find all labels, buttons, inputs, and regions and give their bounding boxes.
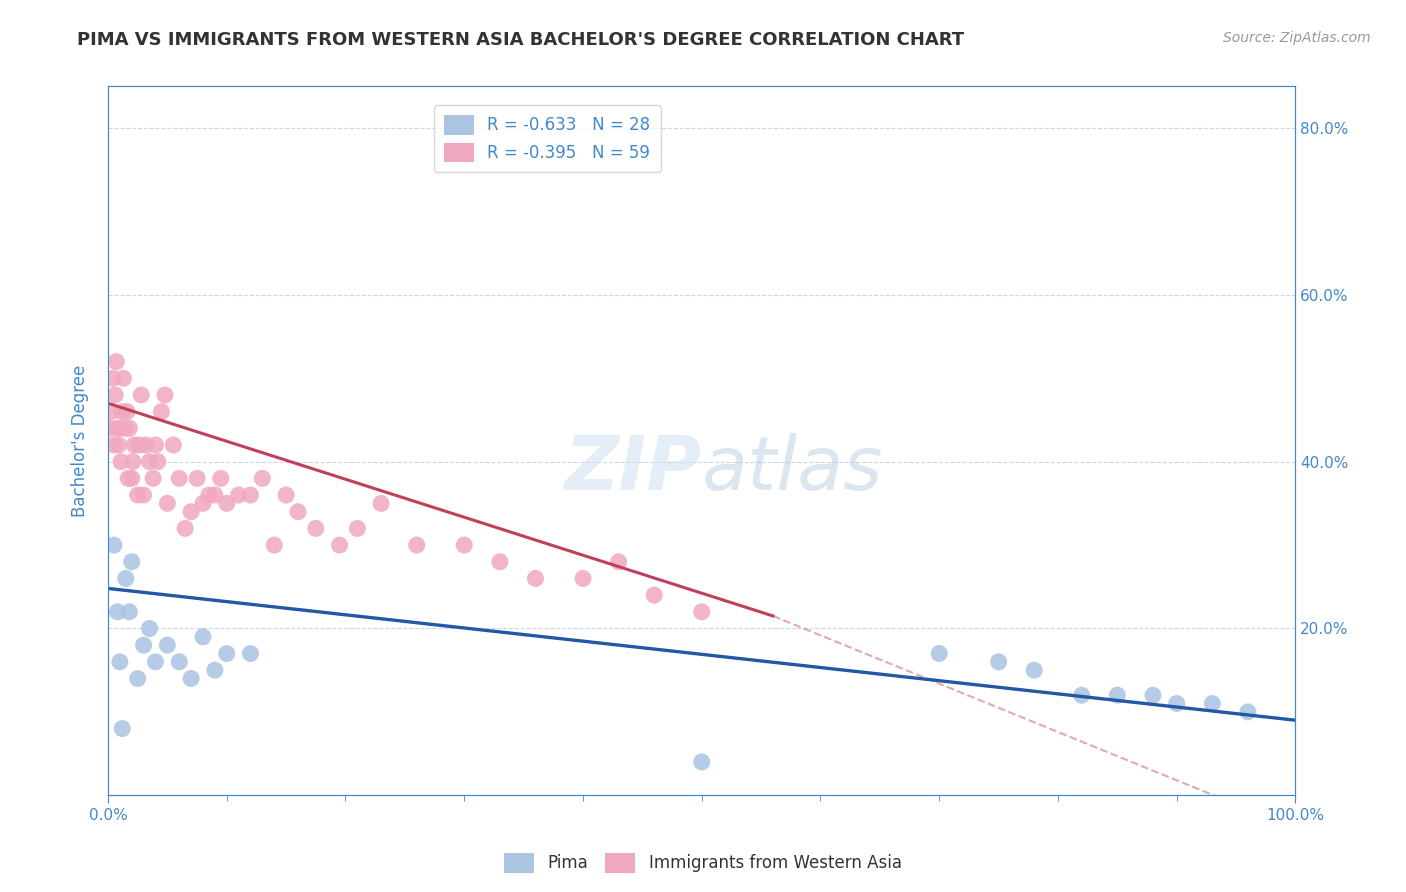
Point [186,471,208,485]
Point [209,471,232,485]
Legend: R = -0.633   N = 28, R = -0.395   N = 59: R = -0.633 N = 28, R = -0.395 N = 59 [434,105,661,172]
Point [145,438,167,452]
Point [215,496,238,510]
Point [145,655,167,669]
Text: PIMA VS IMMIGRANTS FROM WESTERN ASIA BACHELOR'S DEGREE CORRELATION CHART: PIMA VS IMMIGRANTS FROM WESTERN ASIA BAC… [77,31,965,49]
Point [1237,705,1260,719]
Point [489,555,512,569]
Point [204,663,226,677]
Point [690,605,713,619]
Point [101,371,124,385]
Point [135,438,157,452]
Point [118,605,141,619]
Point [228,488,250,502]
Point [100,404,122,418]
Point [112,371,135,385]
Point [117,471,139,485]
Point [572,571,595,585]
Point [1107,688,1129,702]
Legend: Pima, Immigrants from Western Asia: Pima, Immigrants from Western Asia [498,847,908,880]
Point [127,488,149,502]
Point [122,438,145,452]
Point [108,655,131,669]
Point [453,538,475,552]
Point [239,488,262,502]
Text: Source: ZipAtlas.com: Source: ZipAtlas.com [1223,31,1371,45]
Point [1142,688,1164,702]
Point [153,388,176,402]
Text: ZIP: ZIP [564,433,702,506]
Point [108,421,131,435]
Point [138,455,160,469]
Point [346,521,368,535]
Point [98,421,121,435]
Point [129,388,152,402]
Y-axis label: Bachelor's Degree: Bachelor's Degree [72,365,89,517]
Point [128,438,150,452]
Point [103,438,125,452]
Point [150,404,173,418]
Text: atlas: atlas [702,434,883,505]
Point [287,505,309,519]
Point [370,496,392,510]
Point [191,496,214,510]
Point [1070,688,1092,702]
Point [114,421,136,435]
Point [239,647,262,661]
Point [107,605,129,619]
Point [198,488,221,502]
Point [167,655,190,669]
Point [111,404,134,418]
Point [191,630,214,644]
Point [121,471,143,485]
Point [1024,663,1046,677]
Point [121,555,143,569]
Point [156,496,179,510]
Point [690,755,713,769]
Point [104,388,127,402]
Point [215,647,238,661]
Point [328,538,350,552]
Point [105,354,128,368]
Point [142,471,165,485]
Point [114,571,136,585]
Point [146,455,169,469]
Point [204,488,226,502]
Point [115,404,138,418]
Point [118,421,141,435]
Point [607,555,630,569]
Point [405,538,427,552]
Point [274,488,297,502]
Point [167,471,190,485]
Point [180,505,202,519]
Point [111,722,134,736]
Point [305,521,328,535]
Point [524,571,547,585]
Point [643,588,665,602]
Point [1201,697,1223,711]
Point [987,655,1010,669]
Point [132,488,155,502]
Point [107,438,129,452]
Point [156,638,179,652]
Point [122,455,145,469]
Point [110,455,132,469]
Point [263,538,285,552]
Point [928,647,950,661]
Point [180,672,202,686]
Point [1166,697,1188,711]
Point [107,421,129,435]
Point [162,438,184,452]
Point [127,672,149,686]
Point [132,638,155,652]
Point [138,622,160,636]
Point [103,538,125,552]
Point [252,471,274,485]
Point [174,521,197,535]
